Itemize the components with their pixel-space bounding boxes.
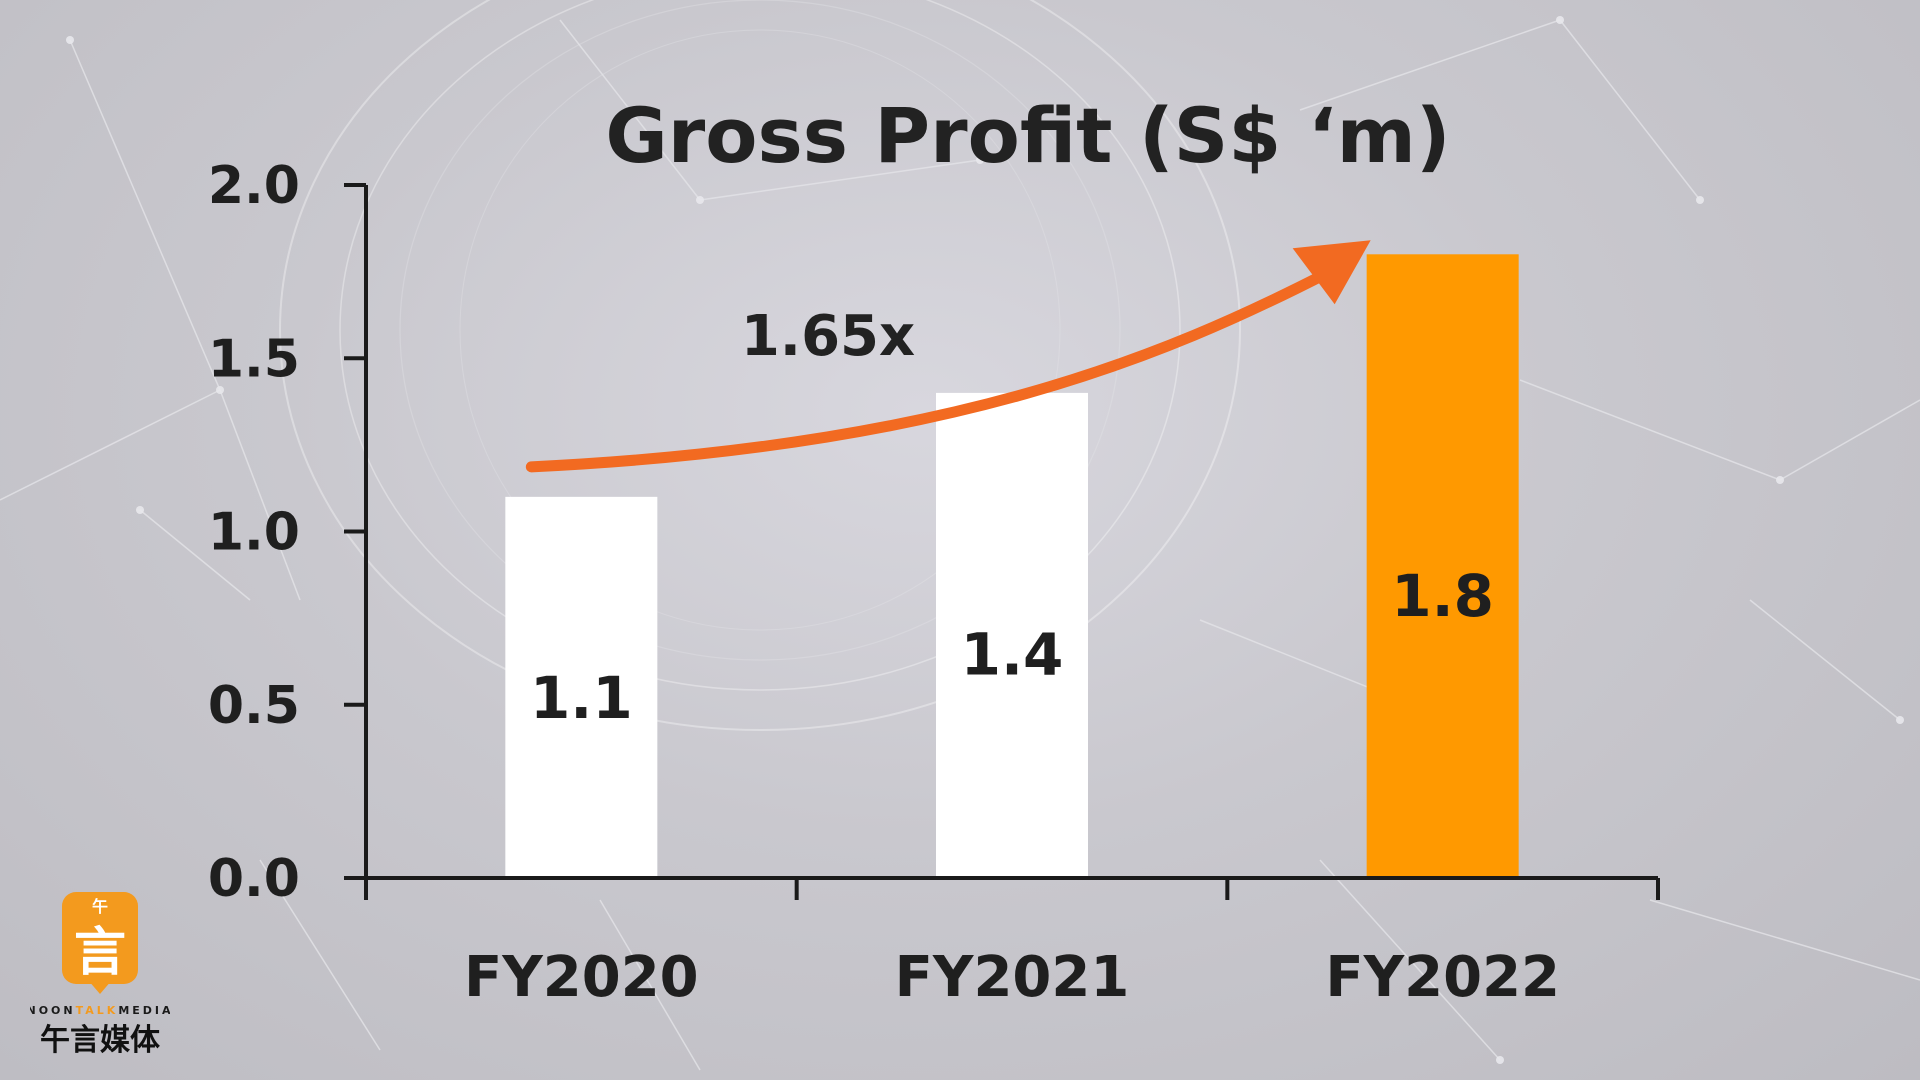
value-labels-layer: 1.1 1.4 1.8: [530, 562, 1494, 732]
growth-arrow-shaft: [525, 266, 1335, 473]
x-ticks: FY2020 FY2021 FY2022: [464, 878, 1660, 1010]
logo-brand-en-talk: TALK: [76, 1004, 119, 1017]
axes: [344, 185, 1658, 900]
logo-brand-en-media: MEDIA: [118, 1004, 170, 1017]
globe-decoration: [279, 0, 1241, 731]
bar-value-label: 1.1: [530, 664, 633, 732]
chart-title: Gross Profit (S$ ‘m): [605, 91, 1450, 180]
x-category-label: FY2020: [464, 945, 699, 1010]
logo-speech-icon: 午 言: [62, 892, 138, 994]
y-tick-label: 0.0: [208, 849, 300, 909]
y-ticks: 0.0 0.5 1.0 1.5 2.0: [208, 156, 366, 909]
logo-main-glyph: 言: [74, 923, 126, 983]
logo-brand-en: NOONTALKMEDIA: [30, 1004, 170, 1017]
bar-value-label: 1.8: [1391, 562, 1494, 630]
bars-layer: [505, 254, 1519, 879]
logo-brand-en-noon: NOON: [30, 1004, 76, 1017]
y-tick-label: 1.0: [208, 503, 300, 563]
bar: [936, 392, 1088, 878]
bar-value-label: 1.4: [961, 620, 1064, 688]
logo-top-glyph: 午: [92, 897, 108, 916]
y-tick-label: 0.5: [208, 676, 300, 736]
y-tick-label: 1.5: [208, 329, 300, 389]
growth-arrow-head: [1292, 240, 1371, 305]
noontalk-media-logo: 午 言 NOONTALKMEDIA 午言媒体: [30, 892, 170, 1058]
x-category-label: FY2021: [895, 945, 1130, 1010]
growth-multiplier-label: 1.65x: [741, 304, 915, 369]
growth-annotation: [525, 240, 1371, 473]
bar: [505, 496, 658, 878]
logo-brand-cn: 午言媒体: [40, 1023, 161, 1058]
bar: [1366, 254, 1519, 879]
network-lines: [0, 19, 1920, 1071]
y-tick-label: 2.0: [208, 156, 300, 216]
x-category-label: FY2022: [1325, 945, 1560, 1010]
